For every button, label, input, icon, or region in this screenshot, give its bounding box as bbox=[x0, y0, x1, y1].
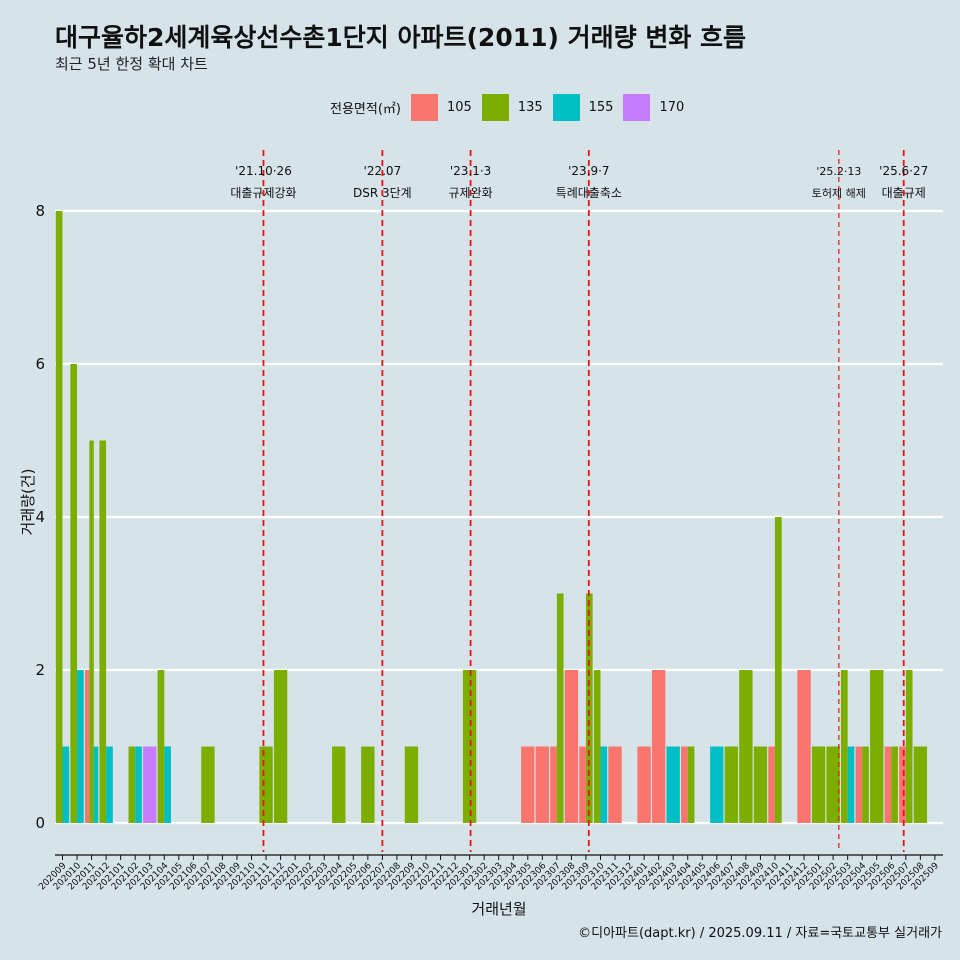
source-caption: ©디아파트(dapt.kr) / 2025.09.11 / 자료=국토교통부 실… bbox=[578, 926, 942, 941]
bar-202403-155 bbox=[666, 746, 680, 823]
event-name-label: 규제완화 bbox=[448, 186, 492, 200]
bar-202112-135 bbox=[273, 670, 288, 823]
legend-label-170: 170 bbox=[659, 99, 685, 115]
bar-202206-135 bbox=[361, 746, 375, 823]
bar-202406-155 bbox=[710, 746, 724, 823]
legend-item-170: 170 bbox=[623, 93, 685, 121]
bar-202309-105 bbox=[579, 746, 586, 823]
y-tick-label: 6 bbox=[35, 355, 45, 373]
bar-202009-155 bbox=[62, 746, 70, 823]
event-name-label: 대출규제 bbox=[882, 186, 926, 200]
bar-202407-135 bbox=[724, 746, 739, 823]
bar-202012-155 bbox=[106, 746, 113, 823]
bar-202307-105 bbox=[550, 746, 557, 823]
event-date-label: '25.2·13 bbox=[816, 165, 861, 178]
bar-202504-105 bbox=[855, 746, 863, 823]
event-date-label: '22.07 bbox=[364, 164, 402, 178]
chart-title: 대구율하2세계육상선수촌1단지 아파트(2011) 거래량 변화 흐름 bbox=[55, 23, 747, 52]
bar-202310-155 bbox=[600, 746, 608, 823]
bar-202010-155 bbox=[77, 670, 84, 823]
legend-swatch-135 bbox=[481, 93, 509, 121]
legend-label-105: 105 bbox=[446, 99, 472, 115]
legend-swatch-155 bbox=[552, 93, 580, 121]
bar-202404-135 bbox=[687, 746, 695, 823]
y-tick-label: 8 bbox=[35, 202, 45, 220]
bar-202506-105 bbox=[884, 746, 892, 823]
legend-label-155: 155 bbox=[588, 99, 614, 115]
bar-202009-135 bbox=[55, 211, 63, 823]
bar-202103-170 bbox=[143, 746, 157, 823]
bar-202504-135 bbox=[862, 746, 869, 823]
x-axis-title: 거래년월 bbox=[471, 900, 526, 918]
bar-202507-105 bbox=[899, 746, 906, 823]
y-tick-label: 2 bbox=[35, 661, 45, 679]
bar-202503-135 bbox=[840, 670, 848, 823]
bar-202010-135 bbox=[70, 364, 78, 823]
bar-202501-135 bbox=[811, 746, 826, 823]
bar-202204-135 bbox=[332, 746, 346, 823]
bar-202104-135 bbox=[157, 670, 165, 823]
bar-202505-135 bbox=[870, 670, 884, 823]
bar-202402-105 bbox=[651, 670, 666, 823]
y-tick-label: 0 bbox=[35, 814, 45, 832]
bar-202401-105 bbox=[637, 746, 651, 823]
bar-202301-135 bbox=[462, 670, 477, 823]
bar-202102-135 bbox=[128, 746, 136, 823]
legend: 전용면적(㎡) 105 135 155 170 bbox=[330, 92, 694, 122]
y-tick-label: 4 bbox=[35, 508, 45, 526]
bar-202306-105 bbox=[535, 746, 550, 823]
bar-202011-135 bbox=[89, 440, 94, 823]
event-name-label: 대출규제강화 bbox=[230, 186, 296, 200]
event-name-label: 토허제 해제 bbox=[812, 186, 866, 200]
bar-202508-135 bbox=[913, 746, 928, 823]
y-axis-title: 거래량(건) bbox=[19, 469, 37, 536]
bar-202404-105 bbox=[681, 746, 688, 823]
bar-202503-155 bbox=[847, 746, 855, 823]
bar-202311-105 bbox=[608, 746, 622, 823]
legend-item-155: 155 bbox=[552, 93, 614, 121]
event-date-label: '23.1·3 bbox=[450, 164, 491, 178]
chart-subtitle: 최근 5년 한정 확대 차트 bbox=[55, 55, 208, 73]
bar-202502-135 bbox=[826, 746, 840, 823]
bar-202409-135 bbox=[753, 746, 768, 823]
bar-202410-135 bbox=[774, 517, 782, 823]
bar-202011-155 bbox=[93, 746, 99, 823]
legend-item-135: 135 bbox=[481, 93, 543, 121]
event-name-label: DSR 3단계 bbox=[353, 186, 412, 200]
bar-202410-105 bbox=[768, 746, 775, 823]
event-date-label: '23.9·7 bbox=[568, 164, 609, 178]
bar-202102-155 bbox=[135, 746, 142, 823]
legend-title: 전용면적(㎡) bbox=[330, 101, 401, 117]
bar-202107-135 bbox=[201, 746, 215, 823]
legend-swatch-170 bbox=[623, 93, 651, 121]
legend-item-105: 105 bbox=[410, 93, 472, 121]
bar-202307-135 bbox=[556, 593, 564, 823]
bar-202308-105 bbox=[564, 670, 579, 823]
bar-202408-135 bbox=[739, 670, 753, 823]
bar-202012-135 bbox=[99, 440, 107, 823]
bar-202506-135 bbox=[891, 746, 898, 823]
event-date-label: '21.10·26 bbox=[235, 164, 292, 178]
bar-202011-105 bbox=[84, 670, 90, 823]
event-date-label: '25.6·27 bbox=[879, 164, 928, 178]
legend-swatch-105 bbox=[410, 93, 438, 121]
bar-202209-135 bbox=[404, 746, 419, 823]
bar-202507-135 bbox=[905, 670, 913, 823]
bar-202412-105 bbox=[797, 670, 811, 823]
bar-202111-135 bbox=[259, 746, 273, 823]
bar-202310-135 bbox=[593, 670, 601, 823]
event-name-label: 특례대출축소 bbox=[556, 186, 622, 200]
legend-label-135: 135 bbox=[517, 99, 543, 115]
bar-202104-155 bbox=[164, 746, 171, 823]
bar-202305-105 bbox=[521, 746, 535, 823]
bar-202309-135 bbox=[585, 593, 593, 823]
